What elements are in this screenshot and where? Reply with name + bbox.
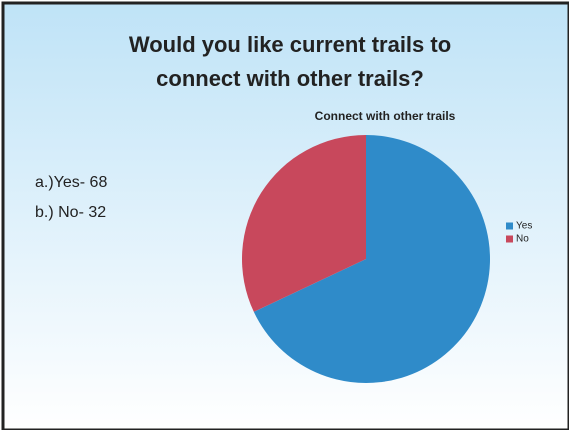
- legend-label: Yes: [516, 221, 532, 232]
- legend-label: No: [516, 234, 529, 245]
- pie-slice: [253, 135, 490, 383]
- legend-swatch: [506, 222, 513, 230]
- slide-title: Would you like current trails to connect …: [129, 32, 451, 91]
- chart-title: Connect with other trails: [315, 109, 456, 123]
- legend-swatch: [506, 235, 513, 243]
- pie-slice: [241, 135, 366, 312]
- bullet: a.)Yes- 68: [35, 174, 107, 191]
- bullet: b.) No- 32: [35, 204, 106, 221]
